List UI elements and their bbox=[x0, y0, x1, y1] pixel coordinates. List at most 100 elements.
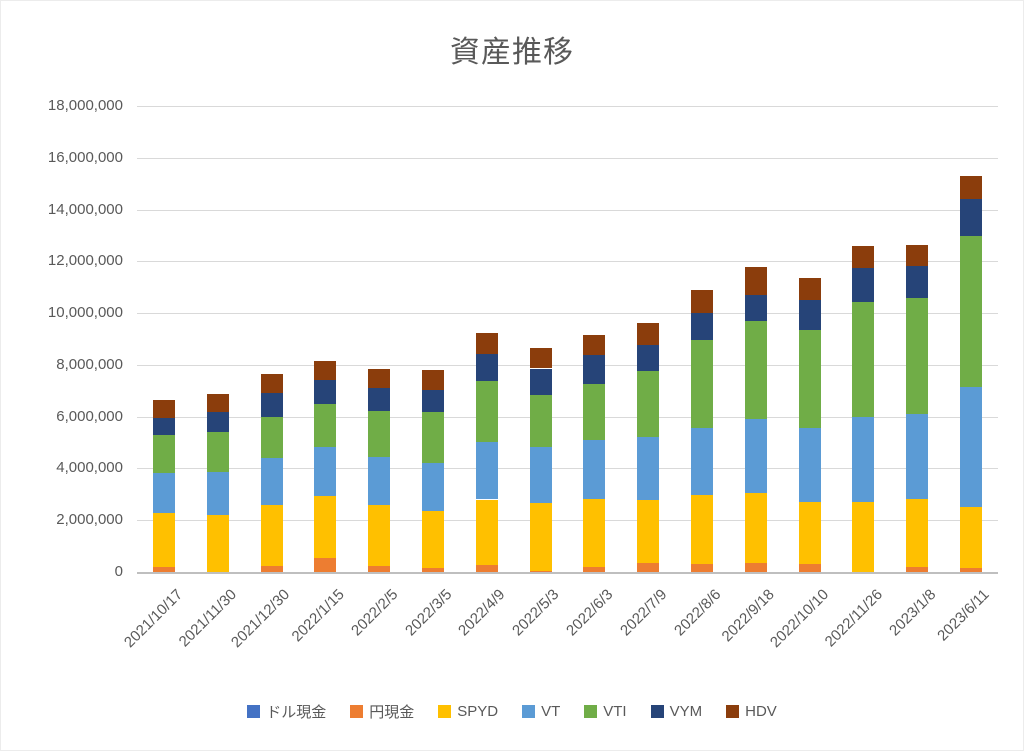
bar-segment-vti bbox=[798, 330, 821, 429]
gridline bbox=[137, 313, 998, 315]
bar-segment-spyd bbox=[421, 510, 444, 568]
bar-segment-vt bbox=[798, 428, 821, 503]
bar-segment-vym bbox=[421, 390, 444, 413]
legend: ドル現金 円現金 SPYD VT VTI VYM HDV bbox=[1, 701, 1023, 722]
bar-segment-yen-cash bbox=[314, 557, 337, 572]
bar-segment-vt bbox=[744, 418, 767, 494]
bar-segment-hdv bbox=[368, 368, 391, 388]
y-axis-tick-label: 4,000,000 bbox=[56, 459, 123, 477]
bar-segment-hdv bbox=[637, 323, 660, 345]
bar-segment-vti bbox=[314, 403, 337, 448]
bar-segment-vt bbox=[583, 439, 606, 499]
legend-item-spyd: SPYD bbox=[438, 703, 498, 720]
bar-segment-yen-cash bbox=[637, 563, 660, 572]
bar-segment-vym bbox=[260, 393, 283, 418]
gridline bbox=[137, 364, 998, 366]
legend-label-vti: VTI bbox=[603, 703, 627, 720]
legend-item-vym: VYM bbox=[650, 703, 702, 720]
bar-segment-spyd bbox=[906, 498, 929, 567]
x-axis-tick-label: 2022/3/5 bbox=[401, 586, 455, 640]
bar-segment-vym bbox=[798, 299, 821, 331]
gridline bbox=[137, 106, 998, 107]
bar-segment-spyd bbox=[744, 493, 767, 563]
bar-segment-spyd bbox=[475, 499, 498, 565]
bar-segment-hdv bbox=[960, 175, 983, 199]
bar-segment-spyd bbox=[852, 502, 875, 572]
bar-segment-vt bbox=[529, 446, 552, 504]
bar-segment-hdv bbox=[691, 290, 714, 313]
bar-segment-hdv bbox=[852, 245, 875, 269]
legend-swatch-vt bbox=[522, 705, 536, 718]
bar-segment-spyd bbox=[152, 512, 175, 567]
x-axis-tick-label: 2022/11/26 bbox=[821, 586, 886, 651]
chart-title: 資産推移 bbox=[450, 36, 574, 69]
x-axis-line bbox=[137, 571, 998, 574]
bar-segment-vti bbox=[744, 321, 767, 419]
legend-label-spyd: SPYD bbox=[457, 703, 499, 720]
x-axis-tick-label: 2022/2/5 bbox=[347, 586, 402, 640]
bar-segment-vti bbox=[368, 411, 391, 458]
gridline bbox=[137, 209, 998, 211]
x-axis-tick-label: 2022/5/3 bbox=[509, 586, 563, 640]
x-axis-tick-label: 2022/4/9 bbox=[455, 586, 509, 640]
legend-label-vt: VT bbox=[541, 703, 561, 720]
bar-segment-yen-cash bbox=[260, 565, 283, 572]
y-axis-tick-label: 8,000,000 bbox=[56, 355, 123, 373]
x-axis-tick-label: 2022/6/3 bbox=[563, 586, 617, 640]
bar-segment-vti bbox=[206, 432, 229, 472]
bar-segment-vym bbox=[583, 355, 606, 384]
bar-segment-vt bbox=[906, 414, 929, 499]
legend-swatch-vym bbox=[650, 705, 664, 718]
bar-segment-spyd bbox=[960, 507, 983, 568]
legend-item-vti: VTI bbox=[584, 703, 627, 720]
y-axis-tick-label: 18,000,000 bbox=[47, 97, 123, 114]
bar-segment-vt bbox=[260, 457, 283, 505]
bar-segment-vti bbox=[475, 380, 498, 443]
bar-segment-vti bbox=[691, 340, 714, 429]
x-axis-tick-label: 2022/8/6 bbox=[670, 586, 725, 640]
legend-swatch-dollar-cash bbox=[247, 705, 261, 718]
legend-label-yen-cash: 円現金 bbox=[369, 704, 415, 721]
bar-segment-hdv bbox=[583, 334, 606, 356]
bar-segment-vym bbox=[960, 198, 983, 237]
legend-swatch-yen-cash bbox=[350, 705, 364, 718]
bar-segment-vym bbox=[529, 368, 552, 395]
bar-segment-vti bbox=[906, 298, 929, 415]
legend-swatch-vti bbox=[584, 705, 598, 718]
bar-segment-yen-cash bbox=[421, 567, 444, 572]
bar-segment-vti bbox=[421, 412, 444, 463]
bar-segment-spyd bbox=[691, 494, 714, 565]
bar-segment-hdv bbox=[260, 374, 283, 394]
bar-segment-vym bbox=[152, 418, 175, 436]
bar-segment-vym bbox=[475, 354, 498, 381]
bar-segment-vym bbox=[852, 268, 875, 302]
bar-segment-vti bbox=[152, 435, 175, 474]
bar-segment-spyd bbox=[529, 503, 552, 571]
legend-item-yen-cash: 円現金 bbox=[350, 701, 414, 722]
bar-segment-spyd bbox=[314, 495, 337, 558]
bar-segment-vt bbox=[421, 463, 444, 511]
y-axis-tick-label: 16,000,000 bbox=[47, 148, 123, 166]
bar-segment-spyd bbox=[260, 504, 283, 566]
x-axis-tick-label: 2022/1/15 bbox=[288, 586, 348, 646]
x-axis-tick-label: 2021/10/17 bbox=[120, 586, 186, 652]
legend-item-vt: VT bbox=[522, 703, 560, 720]
legend-swatch-spyd bbox=[438, 705, 452, 718]
bar-segment-spyd bbox=[368, 504, 391, 566]
bar-segment-vym bbox=[314, 380, 337, 404]
x-axis-tick-label: 2022/7/9 bbox=[616, 586, 671, 640]
bar-segment-yen-cash bbox=[691, 564, 714, 572]
bar-segment-vti bbox=[260, 417, 283, 458]
bar-segment-vt bbox=[206, 471, 229, 515]
bar-segment-yen-cash bbox=[152, 566, 175, 572]
legend-item-hdv: HDV bbox=[726, 703, 777, 720]
bar-segment-vt bbox=[852, 417, 875, 503]
gridline bbox=[137, 468, 998, 470]
y-axis-tick-label: 0 bbox=[114, 563, 123, 580]
bar-segment-hdv bbox=[529, 348, 552, 369]
bar-segment-vym bbox=[906, 265, 929, 299]
bar-segment-vti bbox=[960, 236, 983, 387]
bar-segment-hdv bbox=[421, 369, 444, 390]
bar-segment-vym bbox=[744, 294, 767, 322]
